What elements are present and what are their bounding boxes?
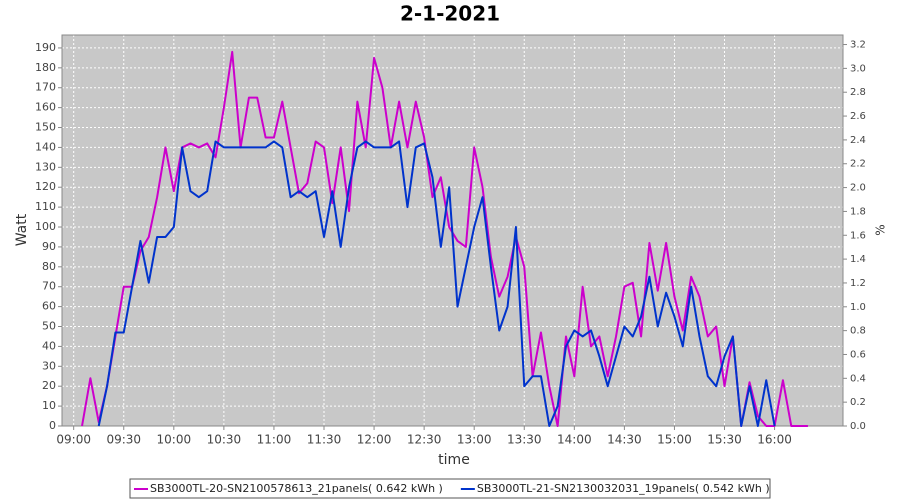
y2-tick-label: 0.8 xyxy=(850,326,866,337)
y-tick-label: 40 xyxy=(42,339,56,352)
y-tick-label: 80 xyxy=(42,260,56,273)
y2-tick-label: 2.6 xyxy=(850,111,866,122)
y-tick-label: 180 xyxy=(35,61,56,74)
y2-tick-label: 2.8 xyxy=(850,87,866,98)
y2-tick-label: 2.2 xyxy=(850,159,866,170)
x-tick-label: 16:00 xyxy=(757,433,792,447)
x-tick-label: 14:00 xyxy=(557,433,592,447)
y-tick-label: 10 xyxy=(42,399,56,412)
y2-tick-label: 2.0 xyxy=(850,183,866,194)
x-tick-label: 10:00 xyxy=(157,433,192,447)
chart-title: 2-1-2021 xyxy=(400,2,500,26)
x-tick-label: 14:30 xyxy=(607,433,642,447)
x-tick-label: 12:00 xyxy=(357,433,392,447)
series-line xyxy=(97,140,776,427)
y2-tick-label: 1.2 xyxy=(850,278,866,289)
legend-box xyxy=(129,478,771,499)
x-tick-label: 09:00 xyxy=(56,433,91,447)
x-tick-label: 10:30 xyxy=(207,433,242,447)
x-tick-label: 13:30 xyxy=(507,433,542,447)
y-tick-label: 150 xyxy=(35,121,56,134)
x-tick-label: 11:30 xyxy=(307,433,342,447)
y2-tick-label: 2.4 xyxy=(850,135,866,146)
y-tick-label: 160 xyxy=(35,101,56,114)
y-tick-label: 140 xyxy=(35,140,56,153)
y-tick-label: 50 xyxy=(42,320,56,333)
y-tick-label: 30 xyxy=(42,359,56,372)
y2-tick-label: 3.0 xyxy=(850,63,866,74)
x-tick-label: 13:00 xyxy=(457,433,492,447)
y-tick-label: 190 xyxy=(35,41,56,54)
y2-tick-label: 0.2 xyxy=(850,397,866,408)
y-tick-label: 0 xyxy=(49,419,56,432)
y-tick-label: 70 xyxy=(42,280,56,293)
legend-label: SB3000TL-20-SN2100578613_21panels( 0.642… xyxy=(150,482,443,495)
y2-axis-label: % xyxy=(874,224,888,235)
y-tick-label: 20 xyxy=(42,379,56,392)
y2-tick-label: 0.6 xyxy=(850,349,866,360)
y-tick-label: 60 xyxy=(42,300,56,313)
x-tick-label: 11:00 xyxy=(257,433,292,447)
x-tick-label: 09:30 xyxy=(106,433,141,447)
y-tick-label: 110 xyxy=(35,200,56,213)
y2-tick-label: 1.4 xyxy=(850,254,866,265)
legend-label: SB3000TL-21-SN2130032031_19panels( 0.542… xyxy=(477,482,770,495)
y-tick-label: 120 xyxy=(35,180,56,193)
y-tick-label: 130 xyxy=(35,160,56,173)
y2-tick-label: 1.8 xyxy=(850,206,866,217)
y2-tick-label: 0.4 xyxy=(850,373,866,384)
x-axis-label: time xyxy=(438,452,470,468)
x-tick-label: 15:30 xyxy=(707,433,742,447)
y2-tick-label: 1.6 xyxy=(850,230,866,241)
series-line xyxy=(81,50,808,427)
y-axis-label: Watt xyxy=(14,213,30,246)
y-tick-label: 90 xyxy=(42,240,56,253)
y2-tick-label: 3.2 xyxy=(850,40,866,51)
y-tick-label: 170 xyxy=(35,81,56,94)
y-tick-label: 100 xyxy=(35,220,56,233)
x-tick-label: 15:00 xyxy=(657,433,692,447)
y2-tick-label: 1.0 xyxy=(850,302,866,313)
x-tick-label: 12:30 xyxy=(407,433,442,447)
plot-border xyxy=(61,34,844,427)
y2-tick-label: 0.0 xyxy=(850,421,866,432)
